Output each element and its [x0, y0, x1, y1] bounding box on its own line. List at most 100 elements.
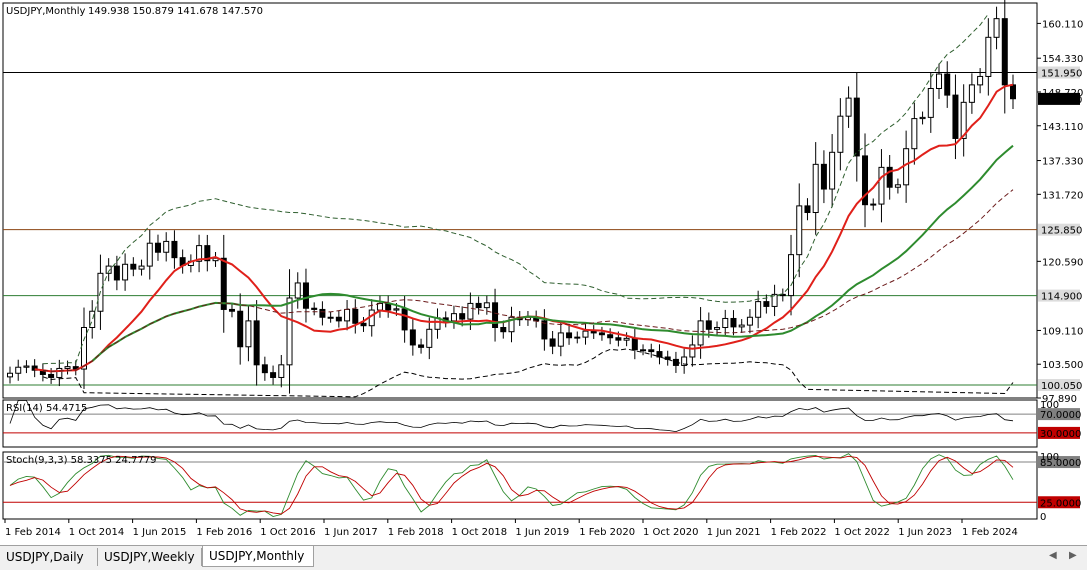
price-marker-box	[1038, 223, 1080, 236]
candle-bull	[968, 84, 975, 103]
rsi-level-label: 70.0000	[1040, 410, 1081, 421]
candle-bull	[903, 148, 910, 186]
candle-bull	[640, 349, 647, 352]
candle-bull	[738, 324, 745, 328]
price-tick-label: 103.500	[1042, 360, 1083, 371]
rsi-scale-top: 100	[1040, 400, 1059, 411]
price-marker-label: 147.570	[1041, 95, 1082, 106]
rsi-level-box	[1038, 408, 1080, 421]
candle-bear	[566, 332, 573, 339]
time-tick-label: 1 Jun 2023	[898, 527, 952, 538]
price-chart[interactable]: 160.110154.330148.720143.110137.330131.7…	[0, 0, 1087, 545]
candle-bear	[598, 332, 605, 336]
candle-bear	[853, 97, 860, 157]
time-tick-label: 1 Feb 2022	[771, 527, 827, 538]
candle-bull	[714, 327, 721, 330]
candle-bear	[590, 330, 597, 334]
tab-monthly[interactable]: USDJPY,Monthly	[202, 546, 314, 567]
time-tick-label: 1 Feb 2020	[579, 527, 635, 538]
candle-bull	[878, 166, 885, 205]
candle-bear	[730, 317, 737, 328]
candle-bull	[212, 257, 219, 262]
candle-bull	[245, 320, 252, 348]
stoch-label: Stoch(9,3,3) 58.3375 24.7779	[6, 455, 157, 466]
time-tick-label: 1 Jun 2019	[515, 527, 569, 538]
price-marker-label: 125.850	[1041, 226, 1082, 237]
candle-bear	[220, 257, 227, 310]
candle-bear	[228, 308, 235, 312]
candle-bear	[541, 320, 548, 340]
candle-bear	[204, 245, 211, 262]
candle-bear	[113, 265, 120, 281]
candle-bull	[138, 265, 145, 270]
candle-bull	[450, 313, 457, 322]
price-tick-label: 160.110	[1042, 19, 1083, 30]
rsi-level-label: 30.0000	[1040, 429, 1081, 440]
candle-bull	[788, 254, 795, 297]
candle-bear	[886, 166, 893, 188]
band-middle-line	[42, 189, 1014, 372]
candle-bull	[294, 282, 301, 299]
time-tick-label: 1 Oct 2020	[643, 527, 698, 538]
candle-bear	[335, 316, 342, 322]
candle-bull	[64, 366, 71, 369]
candle-bull	[286, 297, 293, 366]
price-tick-label: 143.110	[1042, 122, 1083, 133]
candle-bear	[862, 155, 869, 206]
stoch-level-box	[1038, 496, 1080, 509]
time-tick-label: 1 Feb 2024	[962, 527, 1018, 538]
candle-bull	[722, 317, 729, 329]
candle-bear	[549, 338, 556, 347]
candle-bull	[508, 316, 515, 333]
candle-bull	[870, 203, 877, 206]
candle-bear	[820, 163, 827, 190]
scroll-left-icon[interactable]: ◀	[1049, 550, 1057, 561]
candle-bull	[960, 101, 967, 139]
candle-bull	[681, 356, 688, 366]
time-tick-label: 1 Jun 2017	[324, 527, 378, 538]
candle-bull	[697, 320, 704, 346]
candle-bull	[344, 308, 351, 322]
candle-bear	[615, 337, 622, 341]
candle-bear	[302, 282, 309, 309]
price-tick-label: 97.890	[1042, 394, 1077, 405]
price-marker-box	[1038, 378, 1080, 391]
stoch-level-box	[1038, 456, 1080, 469]
scroll-right-icon[interactable]: ▶	[1069, 550, 1077, 561]
tab-daily[interactable]: USDJPY,Daily	[0, 548, 98, 566]
candle-bull	[919, 116, 926, 120]
price-tick-label: 137.330	[1042, 157, 1083, 168]
candle-bear	[72, 366, 79, 370]
price-tick-label: 120.590	[1042, 257, 1083, 268]
candle-bear	[409, 329, 416, 346]
candle-bear	[237, 310, 244, 348]
candle-bear	[171, 240, 178, 259]
candle-bull	[196, 245, 203, 262]
candle-bear	[253, 320, 260, 366]
tab-weekly[interactable]: USDJPY,Weekly	[98, 548, 202, 566]
candle-bear	[1010, 84, 1016, 100]
stoch-signal-line	[9, 455, 1014, 515]
stoch-level-label: 25.0000	[1040, 498, 1081, 509]
candle-bear	[360, 322, 367, 327]
candle-bear	[459, 313, 466, 320]
candle-bull	[56, 367, 63, 378]
candle-bear	[1001, 18, 1008, 86]
candle-bull	[894, 184, 901, 188]
candle-bear	[418, 344, 425, 348]
candle-bear	[944, 73, 951, 96]
candle-bull	[574, 336, 581, 339]
candle-bull	[582, 330, 589, 338]
time-tick-label: 1 Oct 2022	[834, 527, 889, 538]
time-tick-label: 1 Feb 2018	[388, 527, 444, 538]
candle-bull	[278, 364, 285, 378]
candle-bull	[393, 308, 400, 311]
rsi-level-box	[1038, 426, 1080, 439]
price-marker-label: 114.900	[1041, 292, 1082, 303]
candle-bull	[23, 365, 30, 368]
time-tick-label: 1 Jun 2015	[133, 527, 187, 538]
candle-bull	[80, 327, 87, 370]
candle-bull	[105, 265, 112, 274]
candle-bull	[689, 344, 696, 358]
candle-bear	[705, 320, 712, 330]
